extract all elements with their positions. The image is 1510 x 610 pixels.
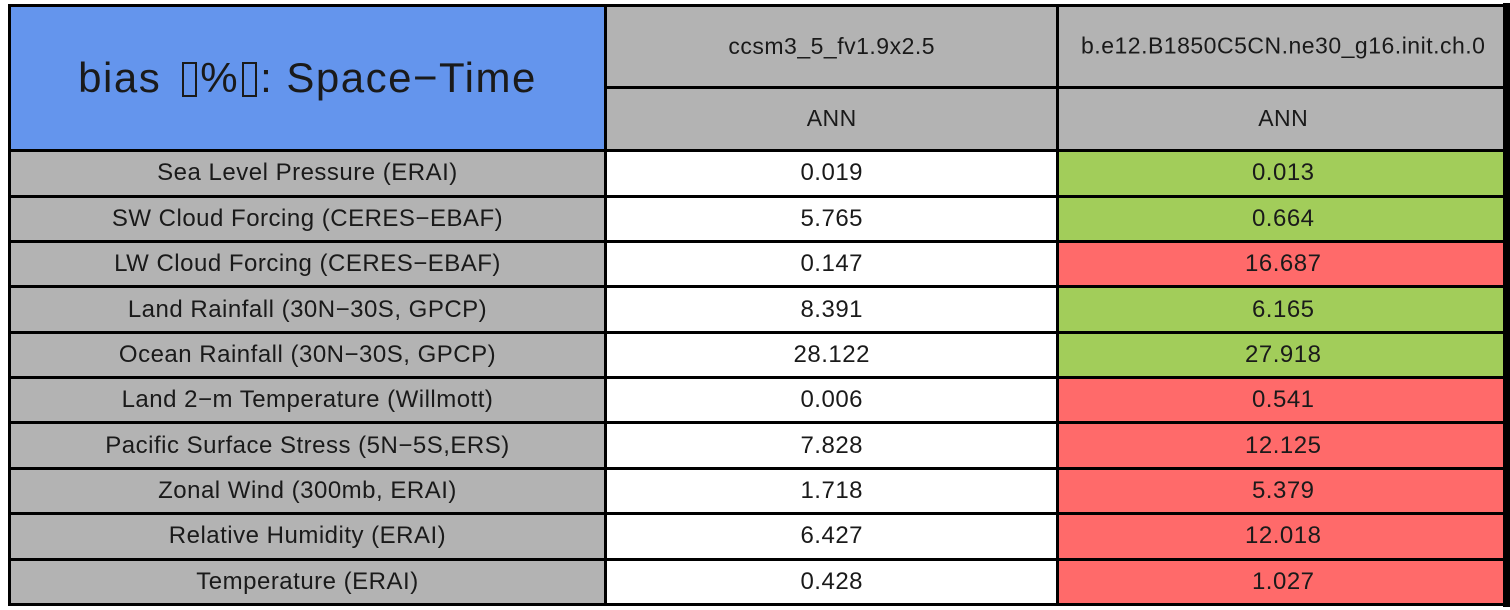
row-label-cell: Zonal Wind (300mb, ERAI) <box>8 466 607 516</box>
value-text: 0.006 <box>800 386 864 414</box>
missing-glyph-box-left <box>182 62 198 98</box>
row-label: Sea Level Pressure (ERAI) <box>157 159 458 187</box>
value-cell-model1: 0.147 <box>603 239 1060 289</box>
value-text: 0.428 <box>800 567 864 595</box>
table-right-border <box>1503 3 1510 607</box>
season-header-row: ANN ANN <box>10 85 1510 153</box>
row-label: Pacific Surface Stress (5N−5S,ERS) <box>105 431 510 459</box>
value-text: 12.018 <box>1245 522 1322 550</box>
value-text: 5.379 <box>1251 477 1315 505</box>
value-text: 7.828 <box>800 431 864 459</box>
model-header-cell-2: b.e12.B1850C5CN.ne30_g16.init.ch.0 <box>1056 4 1510 89</box>
table-row: Ocean Rainfall (30N−30S, GPCP) 28.122 27… <box>8 330 1510 380</box>
value-cell-model2: 12.125 <box>1056 421 1510 470</box>
value-text: 0.013 <box>1251 159 1315 187</box>
table-row: Temperature (ERAI) 0.428 1.027 <box>8 557 1510 607</box>
value-cell-model1: 5.765 <box>603 194 1060 243</box>
table-row: Sea Level Pressure (ERAI) 0.019 0.013 <box>8 149 1510 198</box>
row-label: Land Rainfall (30N−30S, GPCP) <box>127 295 488 323</box>
value-cell-model1: 8.391 <box>603 285 1060 334</box>
row-label-cell: Pacific Surface Stress (5N−5S,ERS) <box>8 421 607 470</box>
table-row: LW Cloud Forcing (CERES−EBAF) 0.147 16.6… <box>8 239 1510 289</box>
data-rows: Sea Level Pressure (ERAI) 0.019 0.013 SW… <box>8 149 1510 607</box>
value-text: 0.147 <box>800 250 864 278</box>
row-label-cell: Land Rainfall (30N−30S, GPCP) <box>8 285 607 334</box>
model-header-cell-1: ccsm3_5_fv1.9x2.5 <box>603 4 1060 89</box>
row-label-cell: Temperature (ERAI) <box>8 557 607 607</box>
value-text: 1.718 <box>800 477 864 505</box>
row-label-cell: Land 2−m Temperature (Willmott) <box>8 376 607 425</box>
season-label-2: ANN <box>1258 105 1309 132</box>
title-word: bias <box>78 54 162 102</box>
value-text: 28.122 <box>793 340 870 368</box>
row-label-cell: Sea Level Pressure (ERAI) <box>8 149 607 198</box>
row-label-cell: LW Cloud Forcing (CERES−EBAF) <box>8 239 607 289</box>
percent-sign: % <box>200 54 240 102</box>
value-text: 6.165 <box>1251 295 1315 323</box>
table-row: Pacific Surface Stress (5N−5S,ERS) 7.828… <box>8 421 1510 470</box>
value-text: 0.664 <box>1251 204 1315 232</box>
metrics-table: bias% : Space−Time ccsm3_5_fv1.9x2.5 b.e1… <box>8 3 1510 607</box>
row-label: Land 2−m Temperature (Willmott) <box>121 386 494 414</box>
row-label-cell: Relative Humidity (ERAI) <box>8 512 607 561</box>
row-label: Relative Humidity (ERAI) <box>168 522 447 550</box>
season-label-1: ANN <box>806 105 857 132</box>
value-text: 8.391 <box>800 295 864 323</box>
value-cell-model2: 5.379 <box>1056 466 1510 516</box>
value-cell-model2: 27.918 <box>1056 330 1510 380</box>
value-cell-model2: 16.687 <box>1056 239 1510 289</box>
value-cell-model2: 6.165 <box>1056 285 1510 334</box>
value-cell-model2: 0.664 <box>1056 194 1510 243</box>
value-cell-model1: 0.006 <box>603 376 1060 425</box>
value-cell-model1: 0.428 <box>603 557 1060 607</box>
value-text: 0.541 <box>1251 386 1315 414</box>
row-label: Ocean Rainfall (30N−30S, GPCP) <box>118 340 497 368</box>
model-name-1: ccsm3_5_fv1.9x2.5 <box>728 32 936 59</box>
value-cell-model1: 0.019 <box>603 149 1060 198</box>
value-text: 27.918 <box>1245 340 1322 368</box>
value-cell-model1: 1.718 <box>603 466 1060 516</box>
missing-glyph-box-right <box>242 62 258 98</box>
row-label: SW Cloud Forcing (CERES−EBAF) <box>111 204 504 232</box>
table-row: Zonal Wind (300mb, ERAI) 1.718 5.379 <box>8 466 1510 516</box>
value-cell-model2: 0.013 <box>1056 149 1510 198</box>
table-row: SW Cloud Forcing (CERES−EBAF) 5.765 0.66… <box>8 194 1510 243</box>
title-rest: : Space−Time <box>260 54 537 102</box>
row-label: LW Cloud Forcing (CERES−EBAF) <box>114 250 501 278</box>
value-cell-model2: 12.018 <box>1056 512 1510 561</box>
row-label: Temperature (ERAI) <box>196 567 419 595</box>
value-cell-model1: 7.828 <box>603 421 1060 470</box>
value-cell-model2: 1.027 <box>1056 557 1510 607</box>
value-text: 0.019 <box>800 159 864 187</box>
season-header-cell-2: ANN <box>1056 85 1510 153</box>
title-cell: bias% : Space−Time <box>8 3 607 153</box>
value-text: 12.125 <box>1245 431 1322 459</box>
value-text: 6.427 <box>800 522 864 550</box>
row-label-cell: Ocean Rainfall (30N−30S, GPCP) <box>8 330 607 380</box>
model-name-2: b.e12.B1850C5CN.ne30_g16.init.ch.0 <box>1081 32 1486 59</box>
value-cell-model1: 6.427 <box>603 512 1060 561</box>
season-header-cell-1: ANN <box>603 85 1060 153</box>
table-row: Relative Humidity (ERAI) 6.427 12.018 <box>8 512 1510 561</box>
row-label-cell: SW Cloud Forcing (CERES−EBAF) <box>8 194 607 243</box>
value-cell-model2: 0.541 <box>1056 376 1510 425</box>
row-label: Zonal Wind (300mb, ERAI) <box>158 477 457 505</box>
table-row: Land Rainfall (30N−30S, GPCP) 8.391 6.16… <box>8 285 1510 334</box>
value-text: 1.027 <box>1251 567 1315 595</box>
table-row: Land 2−m Temperature (Willmott) 0.006 0.… <box>8 376 1510 425</box>
value-cell-model1: 28.122 <box>603 330 1060 380</box>
model-header-row: bias% : Space−Time ccsm3_5_fv1.9x2.5 b.e1… <box>8 3 1510 153</box>
value-text: 16.687 <box>1245 250 1322 278</box>
value-text: 5.765 <box>800 204 864 232</box>
